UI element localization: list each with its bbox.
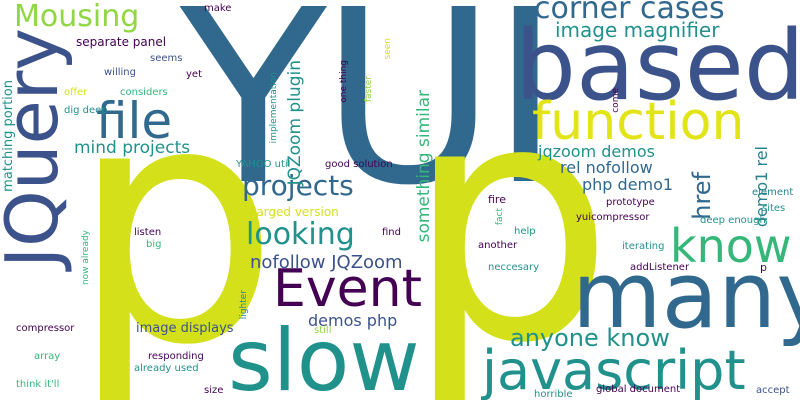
- word-p-small: p: [760, 261, 767, 274]
- word-think-itll: think it'll: [16, 379, 60, 390]
- word-fire: fire: [488, 193, 506, 206]
- word-now-already: now already: [81, 230, 91, 286]
- word-big: big: [146, 239, 162, 250]
- word-array: array: [34, 351, 61, 362]
- word-horrible: horrible: [534, 389, 573, 400]
- word-anyone-know: anyone know: [510, 324, 670, 352]
- word-compressor: compressor: [16, 323, 75, 334]
- word-matching-portion: matching portion: [1, 80, 16, 192]
- word-based: based: [515, 10, 800, 122]
- word-javascript: javascript: [482, 339, 746, 400]
- word-function: function: [532, 92, 745, 152]
- word-deep-enough: deep enough: [700, 215, 766, 226]
- word-yet: yet: [186, 69, 202, 80]
- word-php-demo1: php demo1: [582, 175, 674, 194]
- word-iterating: iterating: [622, 241, 665, 252]
- word-element: element: [752, 187, 794, 198]
- word-help: help: [514, 226, 536, 237]
- word-responding: responding: [148, 351, 204, 362]
- word-implementation: implementation: [269, 72, 279, 144]
- word-yahoo-util: YAHOO util: [236, 159, 291, 170]
- word-p-left: p: [70, 33, 280, 400]
- word-another: another: [478, 240, 518, 251]
- word-dig-deep: dig deep: [64, 105, 108, 116]
- word-addlistener: addListener: [630, 262, 690, 273]
- word-one-thing: one thing: [339, 60, 349, 103]
- word-still: still: [314, 325, 332, 336]
- word-good-solution: good solution: [325, 159, 393, 170]
- word-image-magnifier: image magnifier: [555, 18, 720, 42]
- word-demos-php: demos php: [308, 311, 398, 330]
- word-file: file: [96, 92, 173, 150]
- word-already-used: already used: [134, 363, 199, 374]
- word-corner-cases: corner cases: [534, 0, 725, 26]
- word-global-document: global document: [596, 384, 681, 395]
- word-prototype: prototype: [606, 197, 655, 208]
- word-separate-panel: separate panel: [76, 35, 167, 49]
- word-make: make: [204, 3, 232, 14]
- word-willing: willing: [104, 67, 136, 78]
- word-listen: listen: [134, 227, 162, 238]
- word-yuicompressor: yuicompressor: [576, 212, 650, 223]
- word-slow: slow: [228, 311, 420, 400]
- word-yui: YUI: [180, 0, 561, 238]
- word-nofollow-jqzoom: nofollow JQZoom: [250, 252, 403, 273]
- word-faster: faster: [364, 76, 374, 103]
- word-find: find: [382, 227, 401, 238]
- word-seen: seen: [383, 38, 393, 60]
- word-something-similar: something similar: [414, 90, 434, 243]
- word-many: many: [572, 242, 800, 349]
- word-sites: sites: [762, 203, 786, 214]
- word-come: come: [611, 88, 621, 113]
- word-accept: accept: [756, 385, 790, 396]
- word-looking: looking: [246, 217, 355, 252]
- word-href: href: [688, 172, 716, 220]
- word-image-displays: image displays: [136, 321, 234, 336]
- word-offer: offer: [64, 87, 88, 98]
- word-event: Event: [273, 259, 422, 319]
- word-rel-nofollow: rel nofollow: [560, 158, 653, 177]
- word-p-right: p: [405, 31, 615, 400]
- word-fact: fact: [495, 208, 505, 226]
- word-projects: projects: [242, 169, 354, 202]
- word-jqzoom-demos: jqzoom demos: [538, 142, 655, 161]
- word-lighter: lighter: [239, 290, 249, 320]
- word-enlarged-version: enlarged version: [238, 205, 339, 219]
- word-considers: considers: [120, 87, 168, 98]
- word-seems: seems: [150, 53, 183, 64]
- word-mousing: Mousing: [14, 0, 140, 34]
- word-size: size: [204, 385, 224, 396]
- word-mind-projects: mind projects: [74, 138, 191, 158]
- word-neccesary: neccesary: [488, 262, 540, 273]
- word-know: know: [670, 219, 792, 273]
